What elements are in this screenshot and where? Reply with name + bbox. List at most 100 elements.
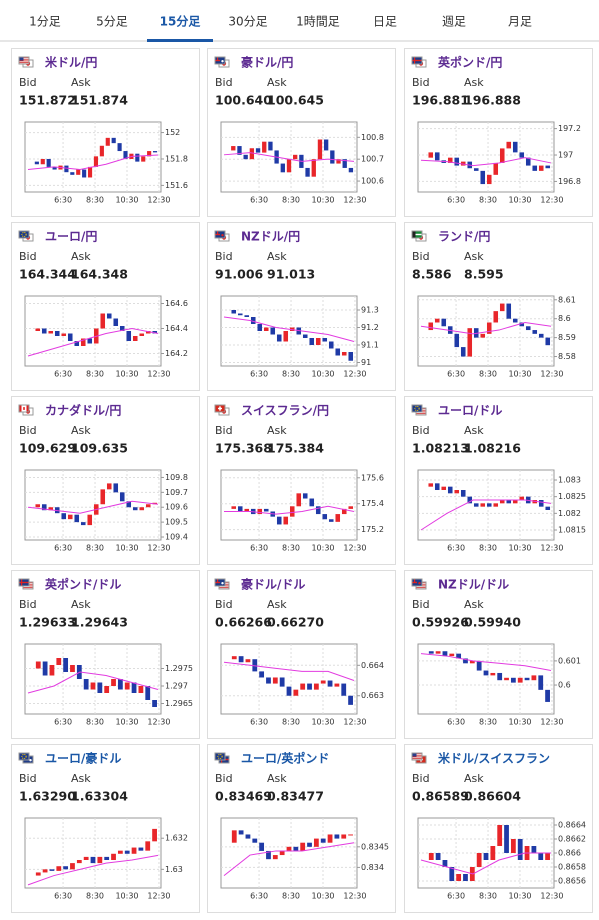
pair-name[interactable]: NZドル/円 [241,230,300,244]
candle [341,508,347,515]
x-tick-label: 12:30 [147,370,170,379]
x-tick-label: 8:30 [479,370,497,379]
candle [434,152,440,161]
x-tick-label: 12:30 [343,370,366,379]
candle [87,338,93,344]
y-tick-label: 109.4 [165,533,188,542]
x-tick-label: 6:30 [250,892,268,901]
x-tick-label: 8:30 [86,718,104,727]
tab[interactable]: 30分足 [228,15,267,29]
tab[interactable]: 15分足 [160,14,201,29]
x-tick-label: 8:30 [479,892,497,901]
pair-name[interactable]: 英ポンド/円 [438,55,502,70]
ask-label: Ask [71,424,91,437]
y-tick-label: 164.6 [165,299,188,308]
x-tick-label: 10:30 [311,370,334,379]
pair-name[interactable]: ユーロ/ドル [438,404,502,418]
candle [506,141,512,149]
pair-name[interactable]: カナダドル/円 [45,403,121,418]
tab[interactable]: 5分足 [96,15,128,29]
y-tick-label: 91 [361,358,371,367]
y-tick-label: 152 [165,128,180,137]
tab[interactable]: 週足 [442,15,466,29]
x-tick-label: 6:30 [447,370,465,379]
pair-name[interactable]: スイスフラン/円 [241,404,329,418]
bid-label: Bid [412,424,430,437]
ask-label: Ask [464,772,484,785]
candle [34,161,39,165]
x-tick-label: 6:30 [447,892,465,901]
x-tick-label: 10:30 [115,718,138,727]
flag-part [412,59,422,62]
pair-name[interactable]: 米ドル/スイスフラン [438,751,550,766]
candle [231,310,237,314]
candle [131,847,137,854]
flag-part [18,56,30,65]
candle [70,863,75,870]
pair-name[interactable]: 英ポンド/ドル [45,577,121,592]
candle [238,830,244,835]
candle [519,496,525,500]
x-tick-label: 12:30 [343,544,366,553]
candle [283,516,289,525]
plot-frame [220,817,358,889]
moving-average [27,154,159,171]
candle [302,334,308,338]
y-tick-label: 1.2975 [165,664,193,673]
ask-value: 100.645 [267,93,324,108]
y-tick-label: 0.8664 [558,821,586,830]
x-tick-label: 12:30 [147,196,170,205]
pair-name[interactable]: 米ドル/円 [45,55,97,70]
flag-part [19,57,24,61]
pair-name[interactable]: ランド/円 [438,230,490,244]
pair-name[interactable]: 豪ドル/ドル [241,577,305,592]
candle [315,506,321,515]
candle [237,146,242,155]
bid-value: 109.629 [19,441,76,456]
pair-name[interactable]: ユーロ/英ポンド [241,751,329,766]
candle [473,168,479,171]
candle [538,165,544,171]
candle [493,503,499,507]
plot-frame [417,469,555,541]
candle [259,842,265,851]
candle [113,318,119,326]
flag-part [214,578,226,587]
candle [428,322,434,331]
candle [483,670,489,676]
bid-value: 8.586 [412,267,452,282]
candle [249,148,255,160]
x-tick-label: 12:30 [343,892,366,901]
ask-label: Ask [71,772,91,785]
pair-name[interactable]: ユーロ/円 [45,230,97,244]
flag-part [221,582,224,585]
tab[interactable]: 1分足 [29,15,61,29]
candle [67,333,73,341]
ask-value: 8.595 [464,267,504,282]
x-tick-label: 12:30 [540,718,563,727]
pair-name[interactable]: ユーロ/豪ドル [45,751,121,766]
tab[interactable]: 日足 [373,15,397,29]
candle [307,683,312,690]
candle [70,172,75,175]
candle [456,653,462,659]
bid-value: 175.368 [215,441,272,456]
tab[interactable]: 月足 [508,15,532,29]
tab[interactable]: 1時間足 [296,15,340,29]
y-tick-label: 100.8 [361,133,384,142]
candle [255,148,261,153]
pair-name[interactable]: 豪ドル/円 [241,55,293,70]
ask-value: 151.874 [71,93,128,108]
x-tick-label: 8:30 [86,544,104,553]
bid-label: Bid [19,250,37,263]
candle [63,866,69,870]
pair-name[interactable]: NZドル/ドル [438,578,509,592]
x-tick-label: 6:30 [54,370,72,379]
x-tick-label: 12:30 [147,544,170,553]
candle [41,504,47,511]
ask-value: 109.635 [71,441,128,456]
flag-part [214,752,226,761]
flag-part [18,752,30,761]
candle [106,313,112,319]
